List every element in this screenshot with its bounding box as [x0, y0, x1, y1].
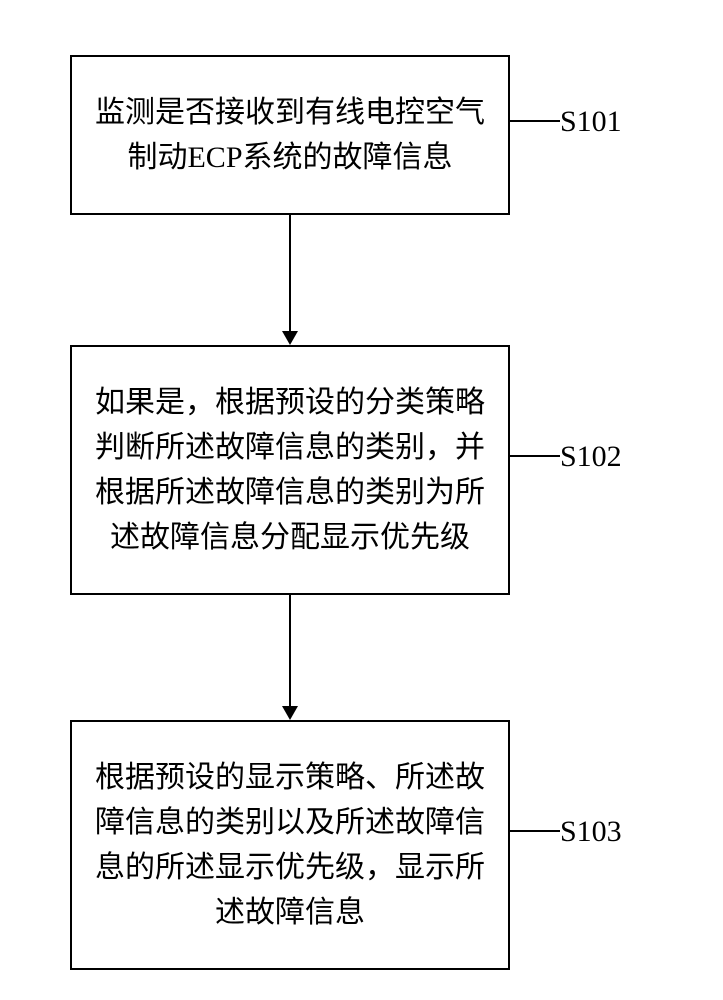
flow-step-s101-text: 监测是否接收到有线电控空气制动ECP系统的故障信息	[94, 90, 486, 180]
step-label-s102: S102	[560, 440, 622, 474]
edge-s101-s102	[289, 215, 291, 333]
label-connector-s102	[510, 455, 560, 457]
step-label-s103: S103	[560, 815, 622, 849]
flow-step-s101: 监测是否接收到有线电控空气制动ECP系统的故障信息	[70, 55, 510, 215]
flow-step-s102-text: 如果是，根据预设的分类策略判断所述故障信息的类别，并根据所述故障信息的类别为所述…	[94, 380, 486, 560]
label-connector-s101	[510, 120, 560, 122]
flow-step-s102: 如果是，根据预设的分类策略判断所述故障信息的类别，并根据所述故障信息的类别为所述…	[70, 345, 510, 595]
step-label-s101: S101	[560, 105, 622, 139]
flow-step-s103: 根据预设的显示策略、所述故障信息的类别以及所述故障信息的所述显示优先级，显示所述…	[70, 720, 510, 970]
edge-s102-s103	[289, 595, 291, 708]
arrowhead-s102-s103	[282, 706, 298, 720]
label-connector-s103	[510, 830, 560, 832]
arrowhead-s101-s102	[282, 331, 298, 345]
flow-step-s103-text: 根据预设的显示策略、所述故障信息的类别以及所述故障信息的所述显示优先级，显示所述…	[94, 755, 486, 935]
